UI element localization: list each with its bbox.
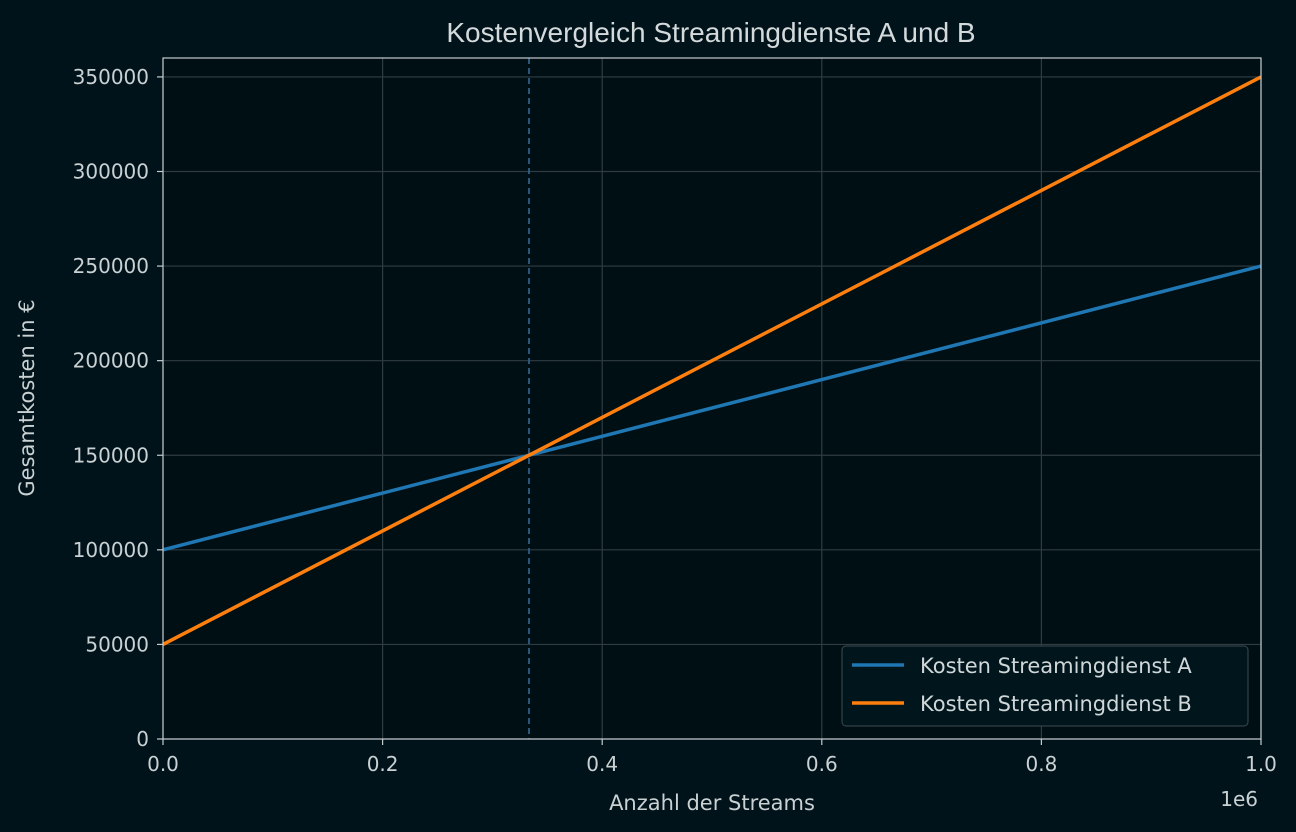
y-tick-label: 50000 [85,632,149,656]
legend: Kosten Streamingdienst A Kosten Streamin… [841,645,1249,727]
x-axis-label: Anzahl der Streams [609,791,815,815]
y-tick-label: 150000 [73,443,149,467]
x-tick-label: 0.2 [367,752,399,776]
x-axis-ticks: 0.0 0.2 0.4 0.6 0.8 1.0 [147,739,1277,776]
y-axis-ticks: 0 50000 100000 150000 200000 250000 300000 3500… [73,65,163,751]
y-tick-label: 300000 [73,160,149,184]
y-tick-label: 0 [136,727,149,751]
plot-frame [162,57,1262,740]
chart-title: Kostenvergleich Streamingdienste A und B [446,17,975,48]
y-tick-label: 100000 [73,538,149,562]
y-tick-label: 250000 [73,254,149,278]
legend-box [841,645,1249,727]
y-tick-label: 200000 [73,349,149,373]
x-tick-label: 0.8 [1025,752,1057,776]
legend-label-b: Kosten Streamingdienst B [920,692,1192,716]
series-line-b [162,75,1262,646]
legend-label-a: Kosten Streamingdienst A [920,654,1192,678]
series-lines [162,75,1262,646]
x-tick-label: 0.4 [586,752,618,776]
x-tick-label: 0.6 [806,752,838,776]
x-tick-label: 0.0 [147,752,179,776]
x-tick-label: 1.0 [1245,752,1277,776]
y-axis-label: Gesamtkosten in € [15,299,39,496]
x-axis-offset-label: 1e6 [1220,787,1258,811]
y-tick-label: 350000 [73,65,149,89]
series-line-a [162,264,1262,552]
